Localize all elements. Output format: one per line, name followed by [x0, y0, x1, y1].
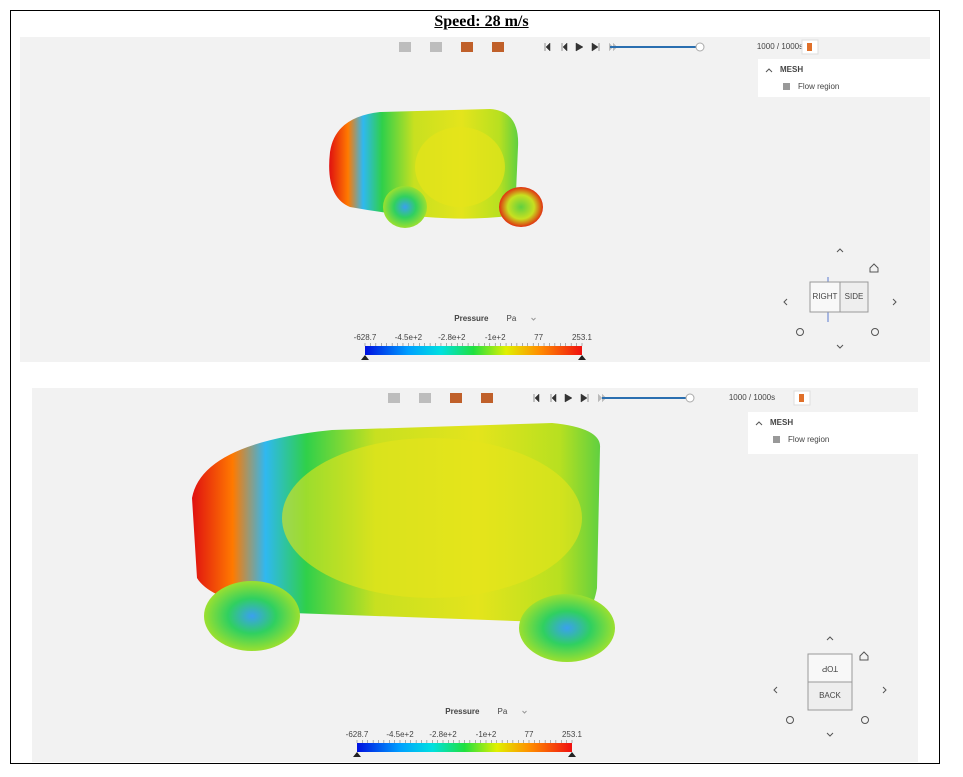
rotate-arrow[interactable] [882, 686, 887, 694]
range-handle[interactable] [361, 355, 369, 360]
view-button[interactable] [419, 393, 431, 403]
tree-item[interactable]: Flow region [788, 435, 829, 444]
playback-button[interactable] [561, 42, 568, 52]
title: Speed: 28 m/s [434, 13, 529, 30]
cube-face[interactable] [809, 281, 841, 313]
legend-unit[interactable]: Pa [507, 314, 517, 323]
tool-button[interactable] [834, 40, 850, 54]
rotate-arrow[interactable] [773, 686, 778, 694]
results-icon [799, 394, 804, 402]
rotate-arrow[interactable] [783, 298, 788, 306]
playback-button[interactable] [550, 393, 557, 403]
rotate-left[interactable] [786, 716, 794, 724]
tree-panel [748, 412, 918, 454]
cube-label: SIDE [845, 292, 864, 301]
color-bar-label: 77 [534, 333, 543, 342]
collapse-icon [765, 68, 773, 73]
frame [10, 10, 940, 764]
legend-label: Pressure [454, 314, 489, 323]
slider-knob[interactable] [685, 393, 695, 403]
mesh-icon [773, 436, 780, 443]
range-handle[interactable] [578, 355, 586, 360]
viewer-panel: 1000 / 1000s MESH Flow region Pressure Pa -62… [32, 388, 918, 762]
tool-button[interactable] [826, 391, 842, 405]
tree-header[interactable]: MESH [780, 65, 803, 74]
home-button[interactable] [869, 263, 879, 273]
color-bar-label: 253.1 [562, 730, 583, 739]
color-bar-label: 253.1 [572, 333, 593, 342]
range-handle[interactable] [353, 752, 361, 757]
unit-dropdown [531, 317, 536, 321]
rotate-right[interactable] [871, 328, 879, 336]
tree-header[interactable]: MESH [770, 418, 793, 427]
car-result [329, 109, 543, 228]
rotate-arrow[interactable] [836, 344, 844, 349]
tool-button[interactable] [866, 40, 882, 54]
color-bar [365, 346, 582, 355]
tool-button[interactable] [890, 391, 906, 405]
time-display: 1000 / 1000s [757, 42, 803, 51]
collapse-icon [755, 421, 763, 426]
playback-button[interactable] [564, 393, 573, 403]
tree-panel [758, 59, 930, 97]
unit-dropdown [522, 710, 527, 714]
tool-button[interactable] [898, 40, 914, 54]
tree-item[interactable]: Flow region [798, 82, 839, 91]
rotate-left[interactable] [796, 328, 804, 336]
playback-button[interactable] [591, 42, 600, 52]
view-button[interactable] [430, 42, 442, 52]
color-bar-label: -1e+2 [485, 333, 506, 342]
color-bar-label: -1e+2 [476, 730, 497, 739]
cube-face[interactable] [839, 281, 869, 313]
viewer: 1000 / 1000s MESH Flow region Pressure Pa -62… [329, 39, 930, 360]
view-button[interactable] [492, 42, 504, 52]
color-bar-label: -2.8e+2 [438, 333, 466, 342]
playback-button[interactable] [533, 393, 540, 403]
slider-knob[interactable] [695, 42, 705, 52]
color-bar-label: -4.5e+2 [386, 730, 414, 739]
color-bar-label: -628.7 [346, 730, 369, 739]
color-bar-label: -628.7 [354, 333, 377, 342]
view-button[interactable] [388, 393, 400, 403]
color-bar-label: -4.5e+2 [395, 333, 423, 342]
rotate-arrow[interactable] [892, 298, 897, 306]
color-bar [357, 743, 572, 752]
playback-button[interactable] [575, 42, 584, 52]
time-display: 1000 / 1000s [729, 393, 775, 402]
view-button[interactable] [461, 42, 473, 52]
rotate-arrow[interactable] [826, 732, 834, 737]
cube-label: TOP [822, 664, 838, 673]
car-result [192, 423, 615, 662]
color-bar-label: 77 [525, 730, 534, 739]
legend-unit[interactable]: Pa [498, 707, 508, 716]
range-handle[interactable] [568, 752, 576, 757]
viewer-panel: 1000 / 1000s MESH Flow region Pressure Pa -62… [20, 37, 930, 362]
view-button[interactable] [450, 393, 462, 403]
mesh-icon [783, 83, 790, 90]
playback-button[interactable] [580, 393, 589, 403]
cube-face[interactable] [807, 681, 853, 711]
color-bar-label: -2.8e+2 [429, 730, 457, 739]
tool-button[interactable] [858, 391, 874, 405]
cube-label: BACK [819, 691, 841, 700]
view-button[interactable] [399, 42, 411, 52]
rotate-arrow[interactable] [826, 636, 834, 641]
view-button[interactable] [481, 393, 493, 403]
viewer: 1000 / 1000s MESH Flow region Pressure Pa -62… [192, 390, 918, 757]
home-button[interactable] [859, 651, 869, 661]
rotate-right[interactable] [861, 716, 869, 724]
cube-face[interactable] [807, 653, 853, 683]
cube-label: RIGHT [813, 292, 838, 301]
playback-button[interactable] [544, 42, 551, 52]
rotate-arrow[interactable] [836, 248, 844, 253]
legend-label: Pressure [445, 707, 480, 716]
results-icon [807, 43, 812, 51]
